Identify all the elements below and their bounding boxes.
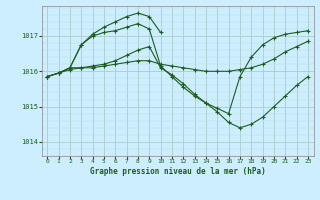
X-axis label: Graphe pression niveau de la mer (hPa): Graphe pression niveau de la mer (hPa)	[90, 167, 266, 176]
